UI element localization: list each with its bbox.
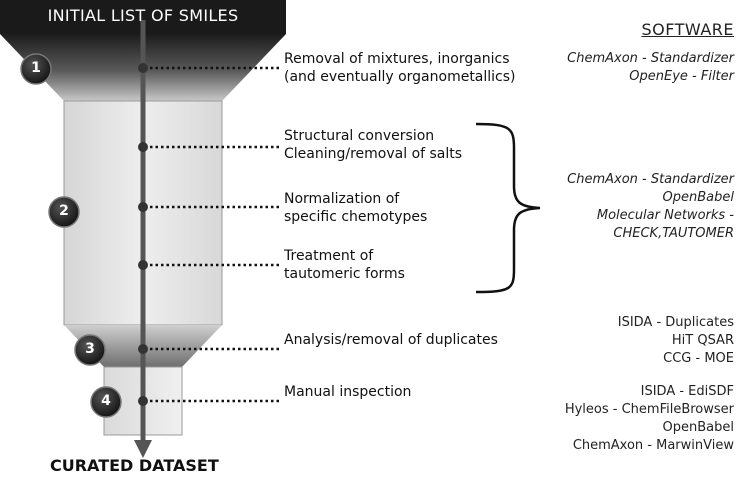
step-structural-conversion: Structural conversion Cleaning/removal o… (284, 128, 463, 162)
badge-1-shape (20, 53, 52, 85)
software-group-1: ChemAxon - Standardizer OpenEye - Filter (567, 51, 734, 84)
badge-4: 4 (101, 393, 111, 409)
badge-3: 3 (85, 341, 95, 357)
badge-1: 1 (31, 60, 41, 76)
step-duplicates: Analysis/removal of duplicates (284, 332, 498, 348)
bottom-label: CURATED DATASET (50, 456, 219, 475)
node-step-2 (138, 142, 148, 152)
node-step-5 (138, 344, 148, 354)
group-bracket (475, 122, 541, 294)
node-step-6 (138, 396, 148, 406)
flow-arrow-head (134, 440, 152, 458)
software-group-2: ChemAxon - Standardizer OpenBabel Molecu… (567, 172, 734, 241)
node-step-3 (138, 202, 148, 212)
step-normalization: Normalization of specific chemotypes (284, 191, 428, 225)
software-group-3: ISIDA - Duplicates HiT QSAR CCG - MOE (617, 315, 734, 366)
step-removal-mixtures: Removal of mixtures, inorganics (and eve… (284, 51, 516, 85)
badge-2-shape (48, 196, 80, 228)
software-header: SOFTWARE (641, 20, 734, 39)
badge-3-shape (74, 334, 106, 366)
node-step-1 (138, 63, 148, 73)
badge-4-shape (90, 386, 122, 418)
top-label: INITIAL LIST OF SMILES (47, 6, 239, 25)
software-group-4: ISIDA - EdiSDF Hyleos - ChemFileBrowser … (564, 384, 734, 453)
step-manual-inspection: Manual inspection (284, 384, 412, 400)
step-tautomers: Treatment of tautomeric forms (284, 248, 405, 282)
node-step-4 (138, 260, 148, 270)
badge-2: 2 (59, 203, 69, 219)
